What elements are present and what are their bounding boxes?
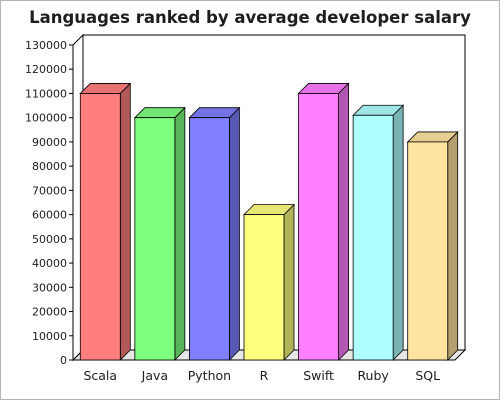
y-tick-label: 110000 (25, 87, 67, 100)
x-axis-labels: Scala Java Python R Swift Ruby SQL (83, 368, 440, 383)
x-tick-label: SQL (415, 368, 440, 383)
y-tick-label: 20000 (32, 306, 67, 319)
x-tick-label: Ruby (357, 368, 389, 383)
bar-side (174, 106, 186, 361)
bar-front (407, 141, 449, 361)
y-tick-label: 120000 (25, 63, 67, 76)
bar-front (134, 117, 176, 361)
y-tick-label: 10000 (32, 330, 67, 343)
y-tick-label: 70000 (32, 184, 67, 197)
y-tick-label: 90000 (32, 136, 67, 149)
x-tick-label: R (260, 368, 269, 383)
bar-side (338, 82, 349, 361)
y-tick-label: 100000 (25, 112, 67, 125)
chart-title: Languages ranked by average developer sa… (29, 8, 471, 27)
bar-front (243, 214, 285, 361)
bar-scala (79, 82, 132, 361)
bar-front (298, 93, 339, 361)
bar-front (79, 93, 121, 361)
bar-ruby (352, 104, 405, 361)
x-tick-label: Swift (303, 368, 334, 383)
y-tick-label: 30000 (32, 281, 67, 294)
y-tick-label: 130000 (25, 39, 67, 52)
x-tick-label: Python (188, 368, 231, 383)
y-tick-label: 40000 (32, 257, 67, 270)
bar-side (283, 203, 295, 361)
bar-side (229, 106, 240, 361)
y-tick-label: 60000 (32, 209, 67, 222)
bar-r (243, 203, 295, 361)
bar-side (447, 130, 459, 361)
bar-front (189, 117, 230, 361)
y-axis-ticks: 0 10000 20000 30000 40000 50000 60000 70000 8000… (25, 39, 73, 367)
y-tick-label: 80000 (32, 160, 67, 173)
y-tick-label: 50000 (32, 233, 67, 246)
x-tick-label: Java (141, 368, 168, 383)
bars (79, 82, 459, 361)
bar-side (392, 104, 404, 361)
bar-python (188, 106, 241, 361)
bar-front (352, 114, 394, 361)
bar-side (119, 82, 131, 361)
bar-sql (406, 130, 459, 361)
bar-swift (297, 82, 350, 361)
bar-java (133, 106, 186, 361)
x-tick-label: Scala (83, 368, 117, 383)
y-tick-label: 0 (60, 354, 67, 367)
